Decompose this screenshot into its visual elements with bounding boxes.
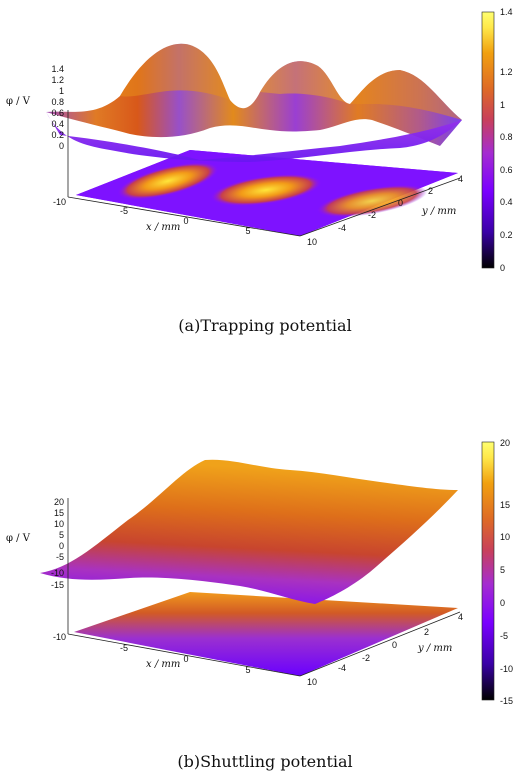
z-tick: -10 [51, 568, 64, 578]
y-tick: -2 [362, 653, 370, 663]
x-ticks-b: -10 -5 0 5 10 [53, 632, 317, 687]
surface-b [40, 459, 458, 604]
y-tick: -4 [338, 223, 346, 233]
colorbar-b: -15 -10 -5 0 5 10 15 20 [481, 438, 513, 706]
colorbar-tick: 1.4 [500, 7, 513, 17]
axes-a [67, 110, 461, 237]
z-tick: -15 [51, 580, 64, 590]
z-ticks-b: 20 15 10 5 0 -5 -10 -15 [51, 497, 64, 590]
colorbar-tick: -15 [500, 696, 513, 706]
z-tick: 0.2 [51, 130, 64, 140]
x-tick: 0 [183, 216, 188, 226]
colorbar-tick: 10 [500, 532, 510, 542]
z-axis-label-a: φ / V [6, 96, 31, 107]
colorbar-tick: 0.4 [500, 197, 513, 207]
y-tick: 2 [424, 627, 429, 637]
colorbar-tick: 0.2 [500, 230, 513, 240]
y-tick: 4 [458, 612, 463, 622]
z-tick: 0.8 [51, 97, 64, 107]
colorbar-tick: 20 [500, 438, 510, 448]
y-tick: -4 [338, 663, 346, 673]
y-axis-line-a [299, 177, 461, 237]
x-axis-line-b [67, 633, 301, 677]
y-axis-label-a: y / mm [421, 206, 456, 217]
z-tick: 0 [59, 141, 64, 151]
x-axis-line-a [67, 196, 301, 237]
x-tick: 5 [245, 665, 250, 675]
axes-b [67, 498, 461, 677]
colorbar-tick: 1 [500, 100, 505, 110]
x-tick: 0 [183, 654, 188, 664]
y-tick: -2 [368, 210, 376, 220]
z-tick: 0.4 [51, 119, 64, 129]
floor-heatmap-a [76, 150, 458, 236]
x-tick: 5 [245, 226, 250, 236]
surface-a [46, 43, 462, 162]
y-tick: 0 [392, 640, 397, 650]
colorbar-a: 0 0.2 0.4 0.6 0.8 1 1.2 1.4 [481, 7, 513, 273]
z-tick: -5 [56, 552, 64, 562]
x-tick: -10 [53, 197, 66, 207]
z-tick: 0.6 [51, 108, 64, 118]
z-tick: 0 [59, 541, 64, 551]
caption-b: (b)Shuttling potential [177, 752, 352, 771]
x-tick: 10 [307, 677, 317, 687]
colorbar-tick: 0.8 [500, 132, 513, 142]
x-tick: -10 [53, 632, 66, 642]
x-tick: 10 [307, 237, 317, 247]
y-tick: 2 [428, 186, 433, 196]
y-axis-label-b: y / mm [417, 643, 452, 654]
z-ticks-a: 1.4 1.2 1 0.8 0.6 0.4 0.2 0 [51, 64, 64, 151]
z-tick: 15 [54, 508, 64, 518]
colorbar-tick: 0 [500, 598, 505, 608]
x-axis-label-b: x / mm [146, 659, 180, 670]
floor-heatmap-b [74, 592, 458, 676]
caption-a: (a)Trapping potential [178, 316, 351, 335]
x-tick: -5 [120, 206, 128, 216]
colorbar-tick: 5 [500, 565, 505, 575]
z-tick: 10 [54, 519, 64, 529]
y-axis-line-b [299, 611, 461, 677]
z-tick: 1.2 [51, 75, 64, 85]
colorbar-tick: 1.2 [500, 67, 513, 77]
y-tick: 0 [398, 198, 403, 208]
y-ticks-a: -4 -2 0 2 4 [338, 174, 463, 233]
colorbar-tick: -5 [500, 631, 508, 641]
z-tick: 1 [59, 86, 64, 96]
colorbar-tick: -10 [500, 664, 513, 674]
z-tick: 1.4 [51, 64, 64, 74]
y-ticks-b: -4 -2 0 2 4 [338, 612, 463, 673]
x-axis-label-a: x / mm [146, 222, 180, 233]
colorbar-tick: 0.6 [500, 165, 513, 175]
z-tick: 5 [59, 530, 64, 540]
panel-b: 20 15 10 5 0 -5 -10 -15 φ / V -10 -5 0 5… [6, 438, 513, 771]
y-tick: 4 [458, 174, 463, 184]
z-axis-label-b: φ / V [6, 533, 31, 544]
panel-a: 1.4 1.2 1 0.8 0.6 0.4 0.2 0 φ / V -10 -5… [6, 7, 513, 335]
z-tick: 20 [54, 497, 64, 507]
colorbar-tick: 15 [500, 500, 510, 510]
colorbar-tick: 0 [500, 263, 505, 273]
x-tick: -5 [120, 643, 128, 653]
x-ticks-a: -10 -5 0 5 10 [53, 197, 317, 247]
